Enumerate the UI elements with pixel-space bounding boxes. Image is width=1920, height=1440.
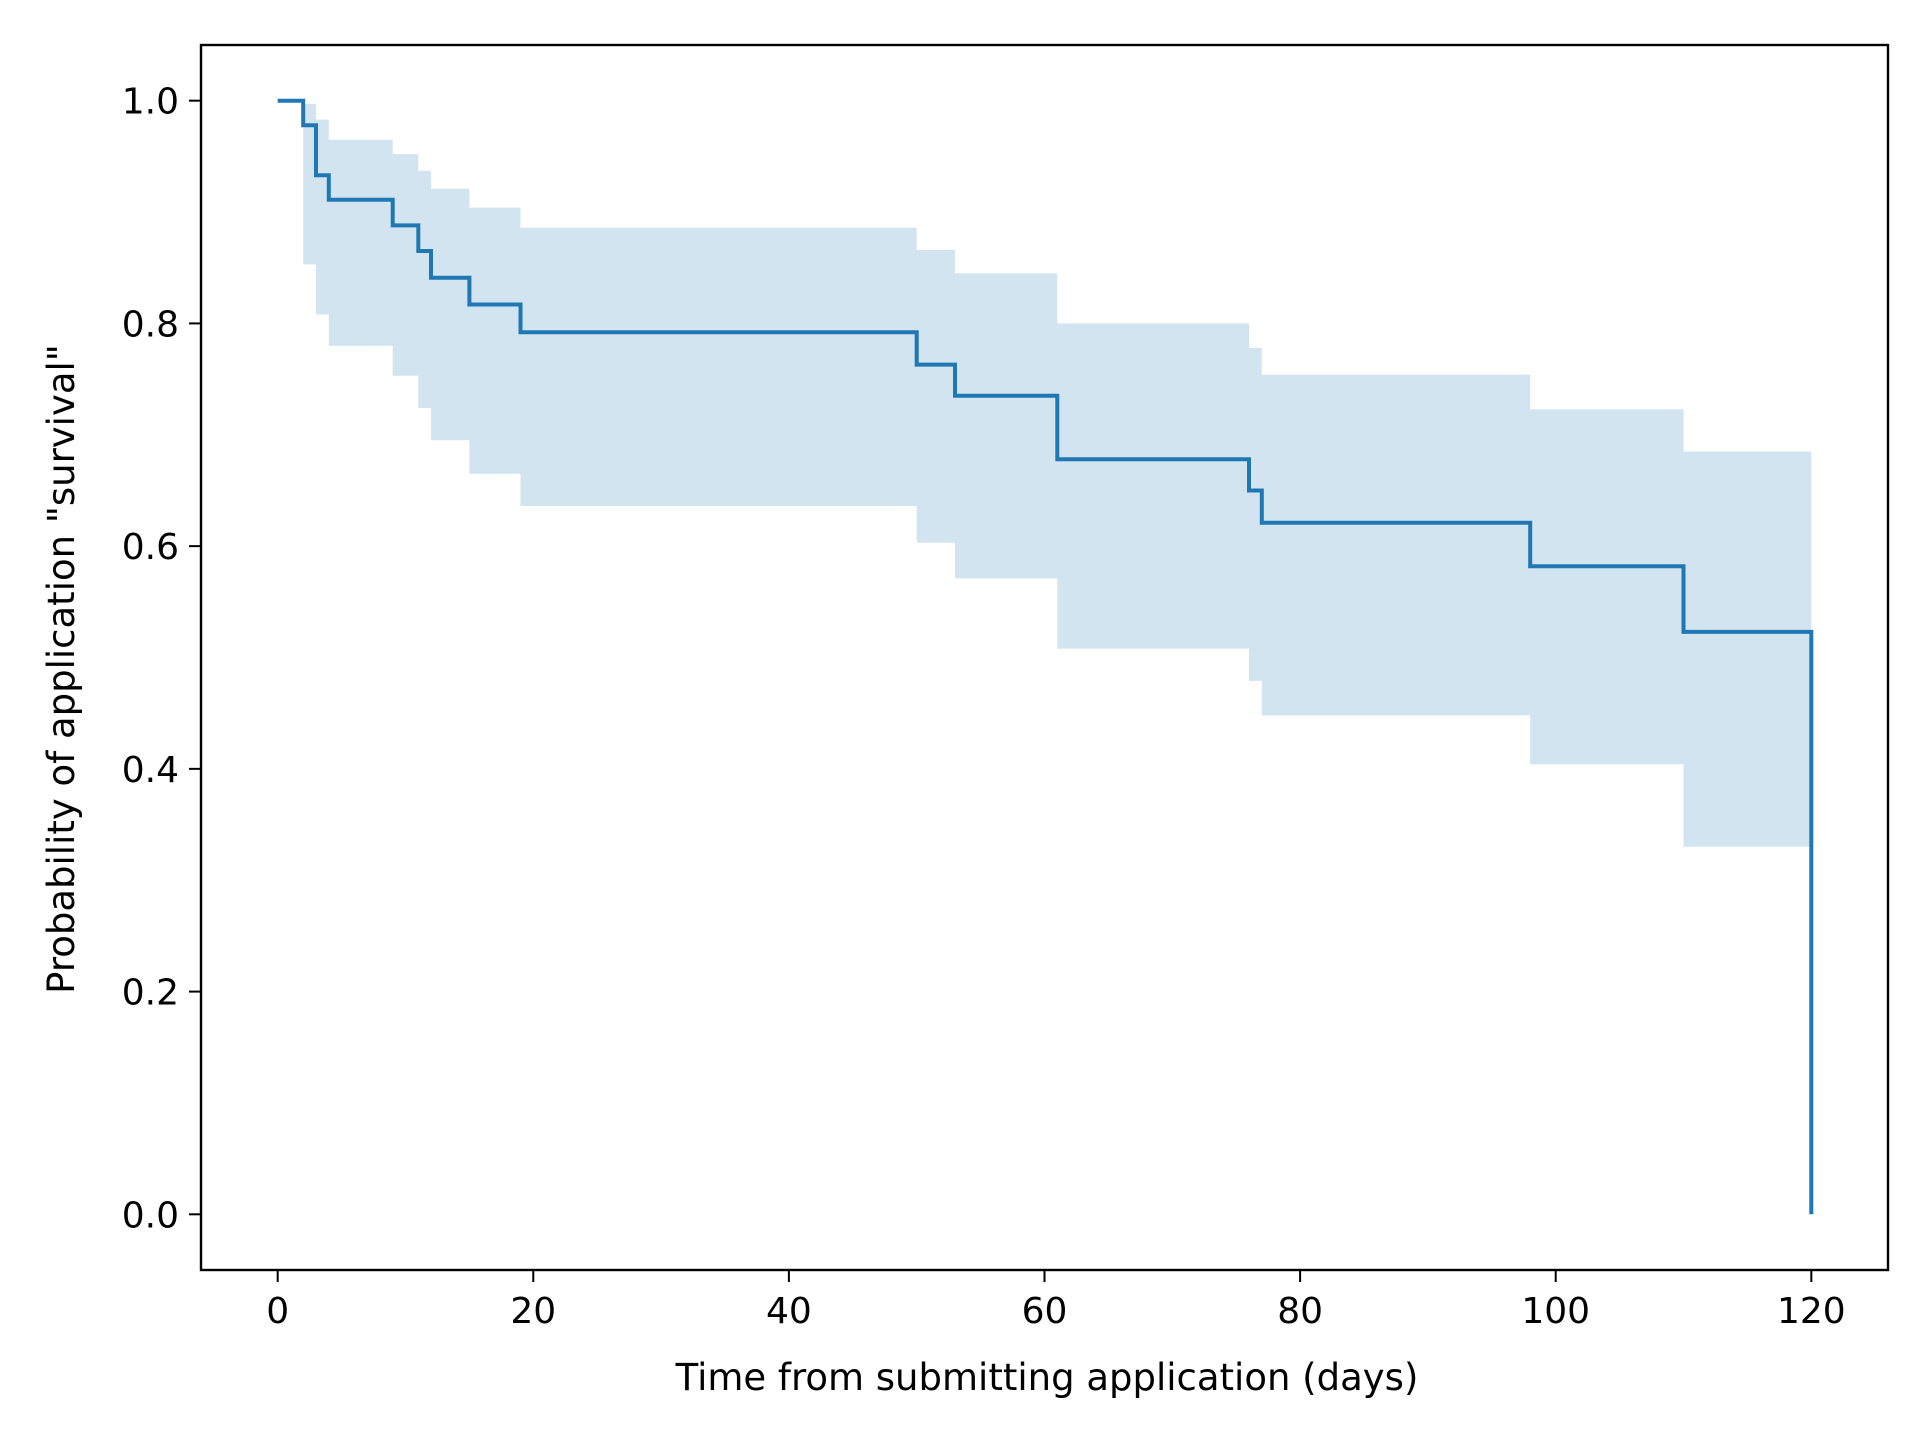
- y-tick-label: 0.2: [122, 973, 179, 1014]
- x-axis-label: Time from submitting application (days): [675, 1356, 1419, 1399]
- x-tick-label: 60: [1022, 1291, 1068, 1332]
- x-tick-label: 120: [1777, 1291, 1846, 1332]
- survival-line-layer: [277, 98, 1814, 1215]
- x-tick-label: 100: [1521, 1291, 1590, 1332]
- y-tick-label: 0.4: [122, 750, 179, 791]
- confidence-band-layer: [303, 104, 1812, 847]
- y-axis-ticks: 0.0 0.2 0.4 0.6 0.8 1.0: [122, 82, 201, 1236]
- y-tick-label: 0.8: [122, 304, 179, 345]
- confidence-band: [303, 104, 1812, 847]
- y-axis-label: Probability of application "survival": [40, 344, 83, 994]
- x-tick-label: 80: [1277, 1291, 1323, 1332]
- y-tick-label: 0.0: [122, 1195, 179, 1236]
- x-tick-label: 20: [510, 1291, 556, 1332]
- y-tick-label: 0.6: [122, 527, 179, 568]
- x-axis-ticks: 0 20 40 60 80 100 120: [266, 1270, 1846, 1332]
- x-tick-label: 40: [766, 1291, 812, 1332]
- y-tick-label: 1.0: [122, 82, 179, 123]
- survival-step-line-0: [277, 98, 1814, 1215]
- x-tick-label: 0: [266, 1291, 289, 1332]
